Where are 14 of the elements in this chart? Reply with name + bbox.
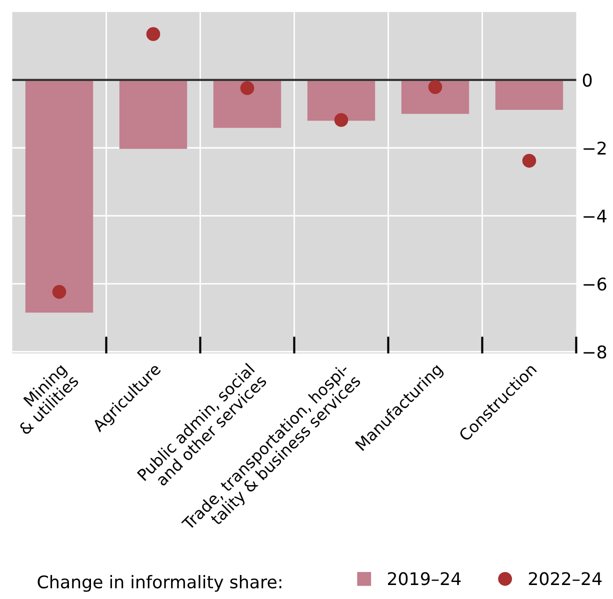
point xyxy=(52,285,66,299)
point xyxy=(334,113,348,127)
y-tick-label: −8 xyxy=(584,345,606,359)
point xyxy=(146,27,160,41)
point xyxy=(428,80,442,94)
y-tick-label: −2 xyxy=(584,142,606,154)
point xyxy=(240,81,254,95)
legend-title: Change in informality share: xyxy=(38,575,282,592)
y-tick-label: 0 xyxy=(582,74,592,87)
y-tick-label: −4 xyxy=(584,210,606,222)
y-tick-label: −6 xyxy=(584,277,606,291)
legend-label: 2022–24 xyxy=(528,572,602,586)
point xyxy=(522,154,536,168)
legend-label: 2019–24 xyxy=(388,572,461,586)
